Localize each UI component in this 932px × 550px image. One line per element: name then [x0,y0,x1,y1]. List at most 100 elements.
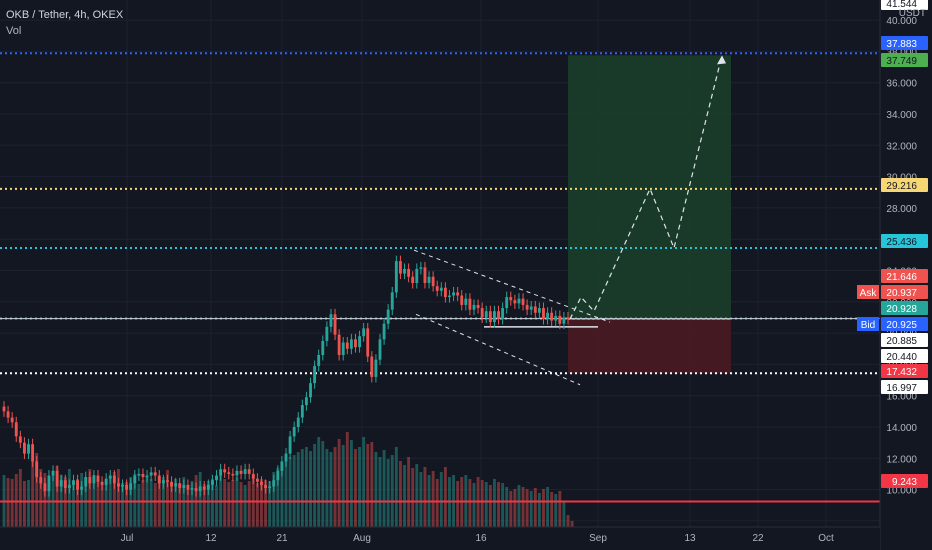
volume-bar [166,470,169,527]
price-tag-box [857,317,879,331]
volume-bar [6,478,10,527]
volume-bar [223,479,227,527]
volume-bar [542,489,545,527]
volume-bar [333,447,337,527]
candle-body [27,444,30,454]
volume-bar [76,479,79,527]
candle-body [321,340,325,356]
candle-body [2,406,6,412]
candle-body [305,397,308,406]
candle-body [235,470,239,476]
volume-label[interactable]: Vol [6,25,22,37]
candle-body [202,486,206,490]
volume-bar [529,491,533,527]
volume-bar [415,464,419,527]
volume-bar [374,452,378,527]
volume-bar [505,487,509,527]
candle-body [117,483,120,487]
candle-body [386,309,390,324]
candle-body [59,480,63,487]
candle-body [215,475,218,481]
volume-bar [288,457,292,527]
wedge-lower [415,313,581,386]
candle-body [542,308,545,320]
volume-bar [354,449,357,527]
volume-bar [411,468,415,527]
price-label-box [881,349,928,363]
candle-body [390,292,394,310]
volume-bar [178,483,182,527]
volume-bar [255,483,259,527]
candle-body [288,436,292,454]
price-tick-label: 28.000 [886,204,917,215]
candle-body [472,304,476,310]
volume-bar [546,487,549,527]
price-label-box [881,301,928,315]
volume-bar [550,492,554,527]
candle-body [190,488,194,490]
candle-body [431,276,435,287]
volume-bar [227,482,231,527]
candle-body [198,486,202,492]
volume-bar [125,482,129,527]
symbol-title[interactable]: OKB / Tether, 4h, OKEX [6,9,124,21]
candle-body [300,405,304,418]
price-label-box [881,474,928,488]
candle-body [517,298,521,304]
candle-body [550,312,554,321]
volume-bar [296,452,300,527]
volume-bar [468,479,472,527]
volume-bar [10,479,14,527]
candle-body [133,475,137,484]
volume-bar [264,480,267,527]
candle-body [292,427,296,437]
candle-body [39,477,43,484]
time-axis-bg [0,527,880,550]
price-tick-label: 38.000 [886,47,917,58]
candle-body [460,295,464,305]
candle-body [423,267,427,284]
time-tick-label: 13 [684,533,696,544]
price-label: 21.646 [886,272,917,283]
volume-bar [174,479,178,527]
candle-body [546,312,549,320]
candle-body [537,308,541,313]
candle-body [51,470,55,476]
price-label-box [881,0,928,10]
horizontal-levels[interactable] [0,0,880,503]
candle-body [419,267,423,269]
price-tag-label: Bid [861,320,875,331]
wedge-pattern [413,249,611,386]
volume-bar [378,457,382,527]
volume-bar [137,484,141,527]
position-zones [568,55,731,374]
candle-body [55,470,59,487]
candle-body [443,287,447,298]
time-axis[interactable]: Jul 12 21 Aug 16 Sep 13 22 Oct [0,526,880,550]
volume-bar [198,472,202,527]
price-label: 41.544 [886,0,917,10]
candle-body [108,475,112,479]
volume-bar [157,478,161,527]
volume-bar [300,449,304,527]
price-axis[interactable]: 10.00012.00014.00016.00018.00020.00022.0… [857,0,932,550]
volume-bar [484,482,488,527]
volume-bar [394,447,398,527]
volume-bar [43,473,47,527]
price-label-box [881,285,928,299]
volume-bar [566,515,570,527]
candle-body [407,268,411,277]
price-label-box [881,364,928,378]
volume-bar [435,479,439,527]
candle-body [309,383,312,398]
volume-bars [2,432,574,527]
candle-body [337,334,341,356]
volume-bar [239,482,243,527]
volume-bar [121,483,124,527]
candle-body [178,483,182,489]
price-tick-label: 12.000 [886,454,917,465]
volume-bar [439,472,443,527]
price-label-box [881,234,928,248]
wedge-upper [413,249,611,323]
